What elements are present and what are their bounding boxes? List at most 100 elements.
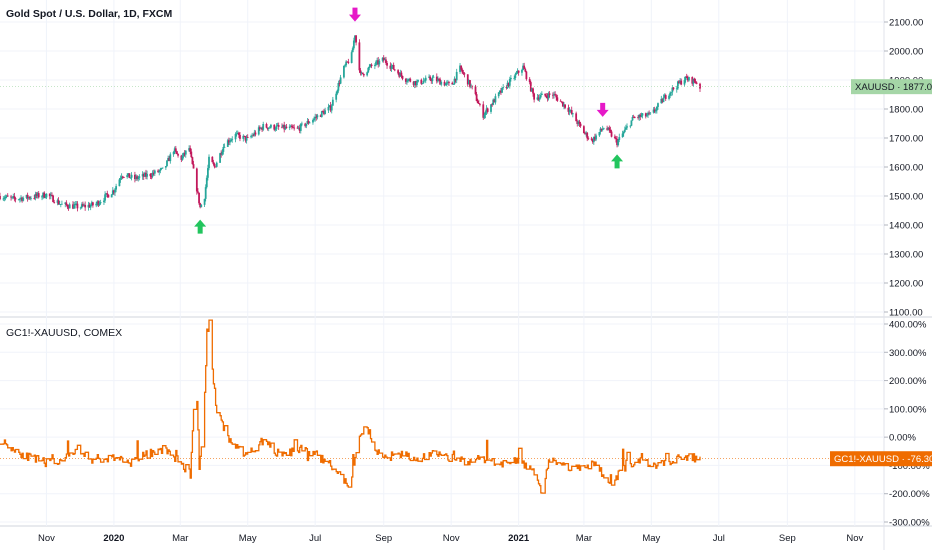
candle-body: [607, 127, 610, 130]
candle-body: [0, 196, 1, 200]
candle-body: [195, 168, 198, 192]
spread-series-line: [0, 319, 701, 494]
candle-body: [440, 81, 443, 85]
candle-body: [103, 200, 105, 203]
candle-body: [174, 148, 177, 152]
candle-body: [563, 104, 565, 107]
candle-body: [684, 76, 687, 81]
candle-body: [559, 100, 562, 102]
candle-body: [661, 98, 664, 103]
candle-body: [197, 191, 199, 193]
candle-body: [401, 75, 404, 79]
candle-body: [323, 111, 325, 115]
candle-body: [368, 66, 371, 68]
spread-tick-label: -100.00%: [889, 461, 930, 472]
spread-tick-label: 300.00%: [889, 348, 927, 359]
candle-body: [695, 82, 698, 84]
candle-body: [516, 70, 519, 74]
candle-body: [544, 93, 547, 96]
candle-body: [237, 132, 240, 135]
candle-body: [127, 173, 130, 176]
candle-body: [27, 197, 30, 199]
candle-body: [330, 105, 333, 111]
candle-body: [213, 164, 216, 167]
candle-body: [571, 113, 574, 115]
time-tick-label: Jul: [713, 533, 725, 544]
candle-body: [452, 84, 455, 85]
candle-body: [455, 71, 458, 81]
candle-body: [189, 148, 192, 152]
candle-body: [482, 104, 485, 118]
buy-arrow-shape: [194, 219, 207, 234]
candle-body: [575, 113, 578, 122]
candle-body: [142, 174, 145, 177]
candle-body: [585, 132, 587, 134]
candle-body: [569, 110, 572, 111]
candle-body: [33, 198, 36, 199]
candle-body: [517, 70, 520, 73]
candle-body: [598, 132, 601, 136]
candle-body: [316, 115, 319, 118]
candle-body: [501, 87, 503, 93]
candle-body: [422, 80, 425, 84]
candle-body: [137, 177, 140, 179]
candle-body: [644, 113, 647, 117]
candle-body: [577, 121, 580, 124]
candle-body: [184, 150, 187, 155]
candle-body: [95, 203, 98, 206]
candle-body: [245, 137, 248, 141]
candle-body: [243, 135, 246, 137]
candle-body: [4, 197, 7, 199]
candle-body: [138, 176, 141, 178]
candle-body: [73, 205, 75, 209]
candle-body: [344, 65, 346, 67]
candle-body: [556, 97, 559, 101]
candle-body: [470, 85, 472, 87]
candle-body: [345, 61, 348, 66]
candle-body: [315, 116, 318, 118]
candle-body: [304, 123, 307, 127]
candle-body: [399, 72, 402, 77]
candle-body: [567, 107, 570, 112]
candle-body: [141, 174, 144, 177]
spread-tick-label: -200.00%: [889, 489, 930, 500]
candle-body: [250, 136, 252, 138]
candle-body: [386, 62, 388, 66]
price-tick-label: 1500.00: [889, 192, 923, 203]
candle-body: [215, 162, 218, 167]
candle-body: [167, 158, 169, 161]
candle-body: [370, 64, 373, 67]
candle-body: [618, 137, 621, 141]
spread-pane: [0, 319, 884, 494]
candle-body: [493, 99, 496, 103]
price-last-badge-label: XAUUSD · 1877.05: [855, 82, 932, 93]
candle-body: [14, 198, 17, 200]
candle-body: [126, 175, 129, 178]
candle-body: [484, 111, 487, 115]
candle-body: [655, 106, 658, 111]
candle-body: [608, 127, 611, 130]
candle-body: [107, 194, 110, 198]
candle-body: [135, 176, 137, 180]
candle-body: [270, 124, 272, 128]
candle-body: [128, 173, 131, 178]
candle-body: [631, 116, 634, 121]
candle-body: [675, 88, 678, 90]
candle-body: [683, 80, 686, 85]
candle-body: [150, 176, 153, 178]
candle-body: [564, 104, 566, 108]
candle-body: [486, 108, 489, 112]
candle-body: [161, 167, 164, 169]
price-tick-label: 1200.00: [889, 279, 923, 290]
candle-body: [510, 77, 512, 80]
candle-body: [669, 92, 672, 96]
candle-body: [506, 82, 509, 89]
candle-body: [75, 203, 78, 205]
candle-body: [136, 176, 139, 179]
candle-body: [397, 70, 400, 74]
candle-body: [5, 195, 8, 198]
sell-arrow-marker: [348, 7, 361, 22]
candle-body: [358, 42, 361, 71]
candle-body: [130, 174, 133, 178]
candle-body: [664, 95, 667, 99]
